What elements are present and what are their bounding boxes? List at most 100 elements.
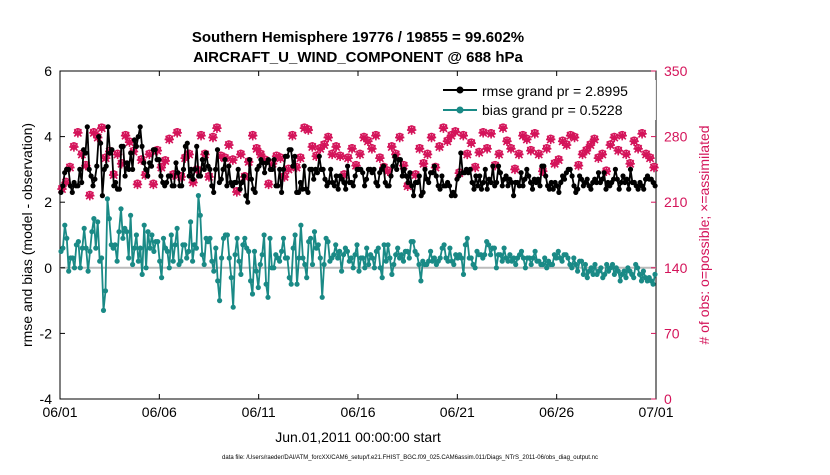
- obs-assimilated-marker: [212, 123, 222, 133]
- rmse-series-point: [239, 179, 245, 186]
- rmse-series-point: [341, 179, 347, 186]
- obs-assimilated-marker: [97, 123, 107, 133]
- bias-series-point: [130, 261, 136, 268]
- bias-series-point: [410, 239, 416, 245]
- rmse-series-point: [535, 176, 541, 182]
- rmse-series-point: [184, 140, 190, 146]
- bias-series-point: [395, 245, 401, 251]
- obs-assimilated-marker: [77, 149, 87, 160]
- bias-series-point: [201, 261, 207, 268]
- obs-assimilated-marker: [518, 130, 528, 141]
- axis-ticks-layer: 06/01 06/06 06/11 06/16 06/21 06/26 07/01 -4 -2 0…: [40, 63, 688, 420]
- bias-series-point: [447, 245, 453, 251]
- obs-assimilated-marker: [387, 142, 397, 152]
- obs-assimilated-marker: [542, 144, 552, 154]
- rmse-series-point: [403, 173, 409, 179]
- bias-series-point: [309, 261, 316, 268]
- bias-series-point: [362, 265, 368, 271]
- rmse-series-point: [194, 143, 200, 149]
- rmse-series-point: [84, 124, 90, 130]
- rmse-series-point: [179, 183, 185, 189]
- bias-series-point: [217, 298, 223, 304]
- rmse-series-point: [241, 173, 247, 179]
- obs-assimilated-marker: [534, 149, 544, 160]
- rmse-series-point: [520, 183, 526, 189]
- rmse-series-point: [211, 189, 217, 195]
- rmse-series-point: [503, 173, 509, 179]
- obs-assimilated-marker: [168, 170, 178, 180]
- rmse-series-point: [86, 166, 92, 172]
- bias-series-point: [302, 261, 308, 268]
- rmse-series-point: [386, 183, 392, 189]
- rmse-series-point: [548, 179, 554, 186]
- bias-series-point: [511, 255, 517, 261]
- obs-assimilated-marker: [621, 149, 631, 160]
- obs-assimilated-marker: [514, 149, 524, 160]
- bias-series-point: [141, 222, 147, 228]
- bias-series-point: [64, 235, 70, 241]
- bias-series-point: [350, 265, 356, 271]
- obs-assimilated-marker: [112, 149, 123, 160]
- bias-series-point: [406, 255, 412, 261]
- bias-series-point: [520, 255, 527, 261]
- obs-assimilated-marker: [331, 142, 341, 152]
- obs-assimilated-marker: [252, 144, 262, 154]
- rmse-series-point: [247, 157, 253, 163]
- obs-assimilated-marker: [148, 179, 159, 190]
- bias-series-point: [499, 258, 505, 264]
- obs-assimilated-marker: [502, 136, 512, 146]
- bias-series-point: [331, 252, 337, 258]
- y-left-tick-label: 4: [44, 129, 52, 145]
- rmse-series-point: [322, 176, 328, 182]
- rmse-series-point: [499, 183, 505, 189]
- obs-assimilated-marker: [319, 140, 329, 150]
- bias-series-point: [311, 229, 318, 235]
- obs-assimilated-marker: [434, 142, 445, 152]
- obs-assimilated-marker: [371, 130, 381, 141]
- bias-series-point: [279, 248, 285, 254]
- rmse-series-point: [362, 183, 368, 189]
- bias-series-point: [339, 268, 345, 274]
- obs-assimilated-marker: [450, 127, 461, 137]
- rmse-series-point: [456, 173, 462, 179]
- obs-assimilated-marker: [363, 136, 373, 146]
- y-left-tick-label: -2: [40, 325, 53, 341]
- rmse-series-point: [626, 186, 632, 192]
- bias-series-point: [375, 245, 381, 251]
- bias-series-point: [400, 258, 407, 264]
- rmse-series-point: [252, 189, 258, 195]
- rmse-series-point: [494, 179, 500, 186]
- bias-series-point: [387, 255, 393, 261]
- obs-assimilated-marker: [593, 153, 604, 163]
- obs-assimilated-marker: [156, 162, 166, 173]
- obs-assimilated-marker: [561, 140, 572, 150]
- x-tick-label: 06/21: [440, 404, 475, 420]
- bias-series-point: [530, 255, 536, 261]
- bias-series-point: [337, 248, 343, 254]
- bias-series-point: [238, 271, 244, 277]
- bias-series-point: [219, 255, 225, 261]
- bias-series-point: [151, 248, 157, 254]
- bias-series-point: [604, 261, 610, 268]
- obs-assimilated-marker: [550, 159, 560, 169]
- rmse-series-point: [75, 183, 81, 189]
- bias-series-point: [248, 278, 254, 284]
- bias-series-point: [389, 271, 395, 277]
- bias-series-point: [267, 235, 273, 241]
- obs-assimilated-marker: [498, 123, 508, 133]
- bias-series-point: [573, 261, 579, 268]
- obs-assimilated-marker: [124, 137, 135, 147]
- rmse-series-point: [522, 176, 528, 182]
- bias-series-point: [147, 245, 153, 251]
- bias-series-point: [197, 212, 203, 218]
- rmse-series-point: [98, 140, 104, 146]
- bias-series-point: [553, 255, 559, 261]
- obs-assimilated-marker: [196, 130, 206, 141]
- bias-series-point: [143, 265, 149, 271]
- rmse-series-point: [190, 176, 196, 182]
- bias-series-point: [190, 258, 196, 264]
- bias-series-point: [62, 222, 68, 228]
- rmse-series-point: [124, 160, 130, 166]
- rmse-series-point: [209, 183, 215, 189]
